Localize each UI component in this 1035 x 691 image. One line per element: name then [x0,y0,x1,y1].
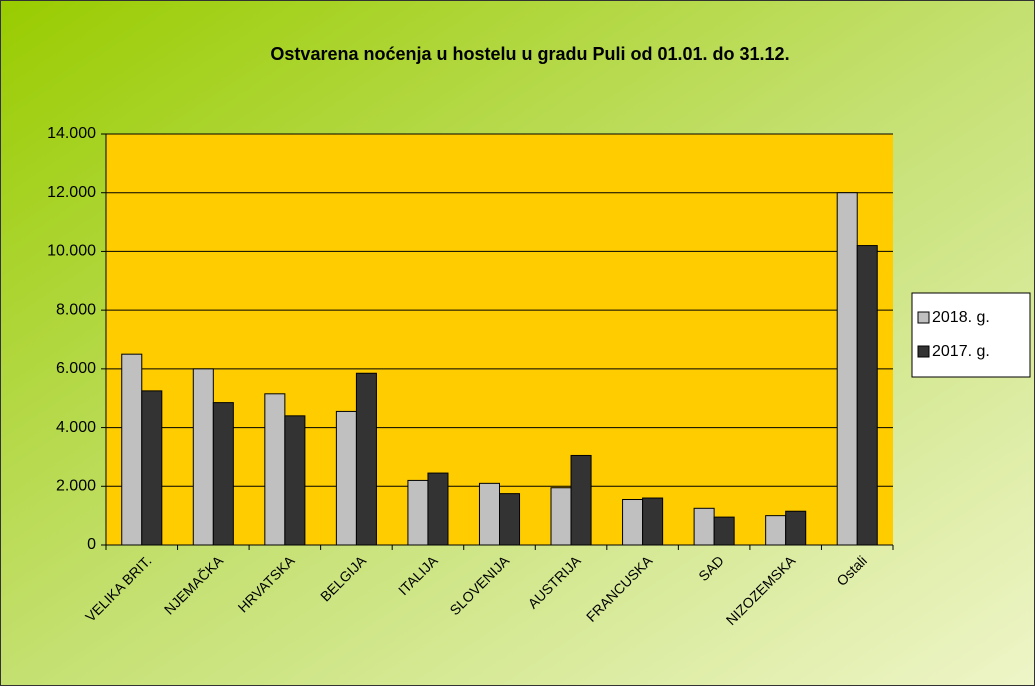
bar [622,498,644,546]
bar [192,368,214,546]
legend-box [911,292,1031,378]
bar [121,353,143,546]
bar [478,482,501,546]
bar [407,479,429,546]
bar [427,472,449,546]
y-tick-label: 0 [87,536,96,553]
bar [713,516,735,546]
y-tick-label: 14.000 [47,125,96,142]
y-tick-label: 2.000 [56,478,96,495]
bar [570,454,592,546]
y-tick-label: 12.000 [47,184,96,201]
bar [212,402,234,546]
bar [499,493,521,546]
bar [642,497,664,546]
y-tick-label: 4.000 [56,419,96,436]
bar [785,510,807,546]
legend-swatch [917,311,930,324]
y-tick-label: 8.000 [56,301,96,318]
bar [765,515,787,546]
y-tick-label: 10.000 [47,243,96,260]
bar [335,410,357,546]
legend-label: 2018. g. [932,309,990,326]
bar [856,245,878,546]
bar [550,487,572,546]
bar [284,415,306,546]
bar [264,393,286,546]
bar [836,192,858,546]
bar [693,507,715,546]
legend-swatch [917,345,930,358]
chart-title: Ostvarena noćenja u hostelu u gradu Puli… [270,44,789,64]
bar [355,372,377,546]
y-tick-label: 6.000 [56,360,96,377]
legend-label: 2017. g. [932,343,990,360]
bar [141,390,163,546]
plot-area [106,134,893,545]
